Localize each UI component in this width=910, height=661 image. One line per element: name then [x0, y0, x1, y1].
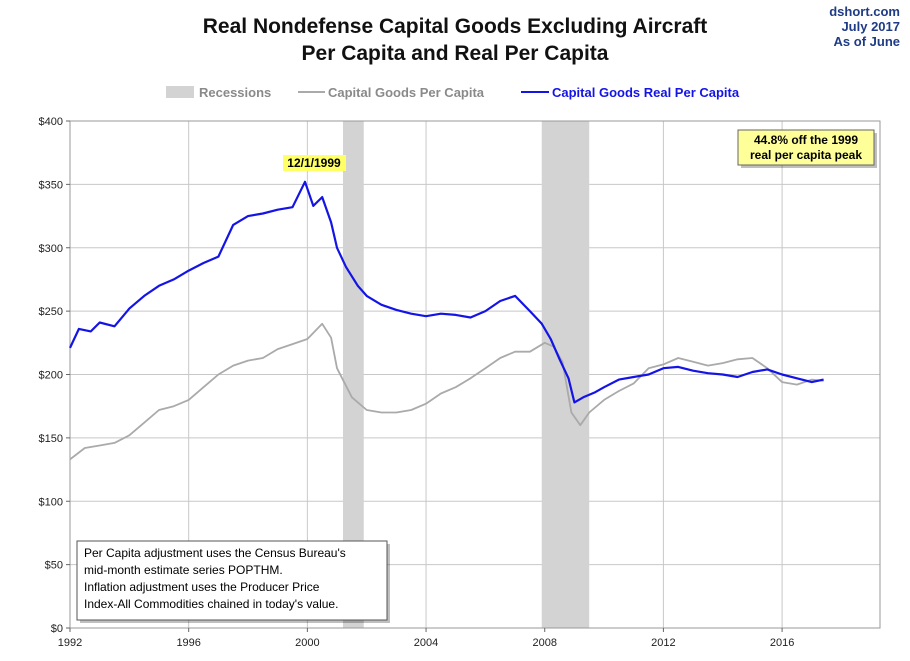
y-tick-label: $250: [39, 306, 63, 318]
y-tick-label: $200: [39, 370, 63, 382]
callout-box: [737, 129, 875, 166]
note-box: [76, 540, 388, 621]
x-tick-label: 2008: [532, 637, 556, 649]
legend-label-nominal: Capital Goods Per Capita: [328, 85, 485, 100]
legend: Recessions Capital Goods Per Capita Capi…: [166, 85, 740, 100]
chart-title: Real Nondefense Capital Goods Excluding …: [203, 15, 707, 38]
series-lines: [69, 180, 824, 461]
x-tick-label: 2012: [651, 637, 675, 649]
y-tick-label: $150: [39, 433, 63, 445]
x-axis-ticks: 1992 1996 2000 2004 2008 2012 2016: [58, 628, 794, 649]
credit-line-1: dshort.com: [829, 4, 900, 19]
note-line-3: Inflation adjustment uses the Producer P…: [84, 580, 320, 594]
x-tick-label: 1996: [176, 637, 200, 649]
y-tick-label: $50: [45, 560, 63, 572]
x-tick-label: 2000: [295, 637, 319, 649]
x-tick-label: 2016: [770, 637, 794, 649]
recession-band: [342, 121, 364, 628]
credit-line-2: July 2017: [841, 19, 900, 34]
y-tick-label: $400: [39, 116, 63, 128]
peak-label-box: [283, 155, 346, 171]
x-tick-label: 2004: [414, 637, 438, 649]
y-tick-label: $0: [51, 623, 63, 635]
note-line-4: Index-All Commodities chained in today's…: [84, 597, 338, 611]
series-line-real: [69, 180, 824, 404]
y-axis-ticks: $0 $50 $100 $150 $200 $250 $300 $350 $400: [39, 116, 70, 635]
legend-label-recessions: Recessions: [199, 85, 271, 100]
chart-subtitle: Per Capita and Real Per Capita: [302, 42, 609, 65]
legend-swatch-recessions: [166, 86, 194, 98]
y-tick-label: $300: [39, 243, 63, 255]
callout-line-2: real per capita peak: [750, 148, 862, 162]
x-tick-label: 1992: [58, 637, 82, 649]
note-line-1: Per Capita adjustment uses the Census Bu…: [84, 546, 346, 560]
note-line-2: mid-month estimate series POPTHM.: [84, 563, 283, 577]
series-line-nominal: [69, 322, 824, 461]
credit-line-3: As of June: [834, 34, 900, 49]
legend-label-real: Capital Goods Real Per Capita: [552, 85, 740, 100]
callout-line-1: 44.8% off the 1999: [754, 133, 858, 147]
y-tick-label: $100: [39, 496, 63, 508]
y-tick-label: $350: [39, 179, 63, 191]
peak-label: 12/1/1999: [287, 156, 341, 170]
